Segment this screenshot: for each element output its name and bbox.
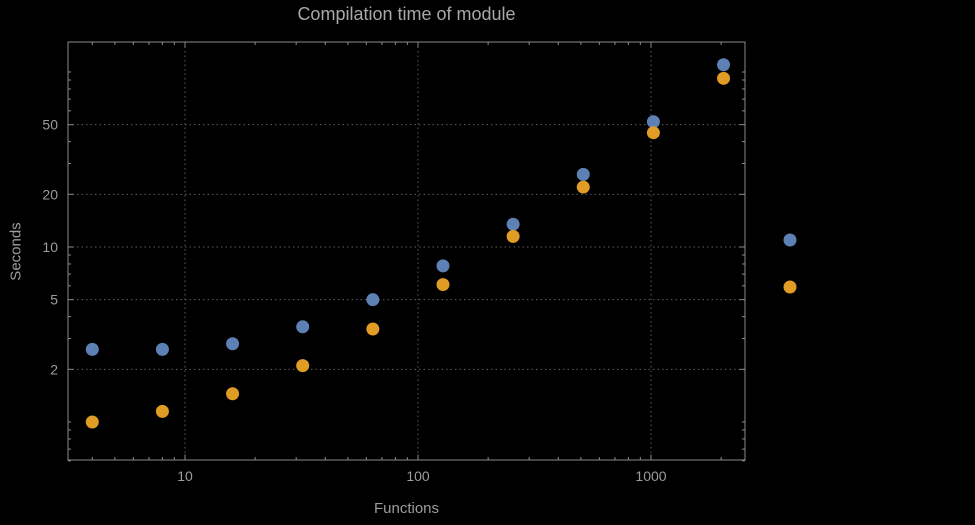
data-point-series-1-blue xyxy=(155,342,169,356)
data-point-series-2-orange xyxy=(436,278,450,292)
data-point-series-2-orange xyxy=(85,415,99,429)
data-point-series-1-blue xyxy=(576,167,590,181)
data-point-series-1-blue xyxy=(366,293,380,307)
y-tick-label: 10 xyxy=(42,239,58,255)
x-axis-label: Functions xyxy=(373,500,440,517)
legend-marker-blue xyxy=(783,233,797,247)
y-tick-label: 50 xyxy=(42,117,58,133)
data-point-series-1-blue xyxy=(226,337,240,351)
data-point-series-1-blue xyxy=(296,320,310,334)
y-tick-label: 20 xyxy=(42,186,58,202)
data-point-series-2-orange xyxy=(717,71,731,85)
x-tick-label: 1000 xyxy=(635,468,666,484)
data-point-series-2-orange xyxy=(646,126,660,140)
data-point-series-2-orange xyxy=(226,387,240,401)
data-point-series-2-orange xyxy=(576,180,590,194)
y-tick-label: 2 xyxy=(50,361,58,377)
x-tick-label: 100 xyxy=(406,468,430,484)
chart-title: Compilation time of module xyxy=(297,4,516,24)
data-point-series-1-blue xyxy=(85,342,99,356)
data-point-series-2-orange xyxy=(296,359,310,373)
plot-frame xyxy=(67,41,746,461)
legend-marker-orange xyxy=(783,280,797,294)
data-point-series-1-blue xyxy=(646,115,660,129)
y-axis-label: Seconds xyxy=(7,222,25,281)
data-point-series-2-orange xyxy=(506,229,520,243)
x-tick-label: 10 xyxy=(177,468,193,484)
y-tick-label: 5 xyxy=(50,292,58,308)
data-point-series-2-orange xyxy=(366,322,380,336)
data-point-series-1-blue xyxy=(717,58,731,72)
data-point-series-2-orange xyxy=(155,404,169,418)
data-point-series-1-blue xyxy=(436,259,450,273)
data-point-series-1-blue xyxy=(506,217,520,231)
